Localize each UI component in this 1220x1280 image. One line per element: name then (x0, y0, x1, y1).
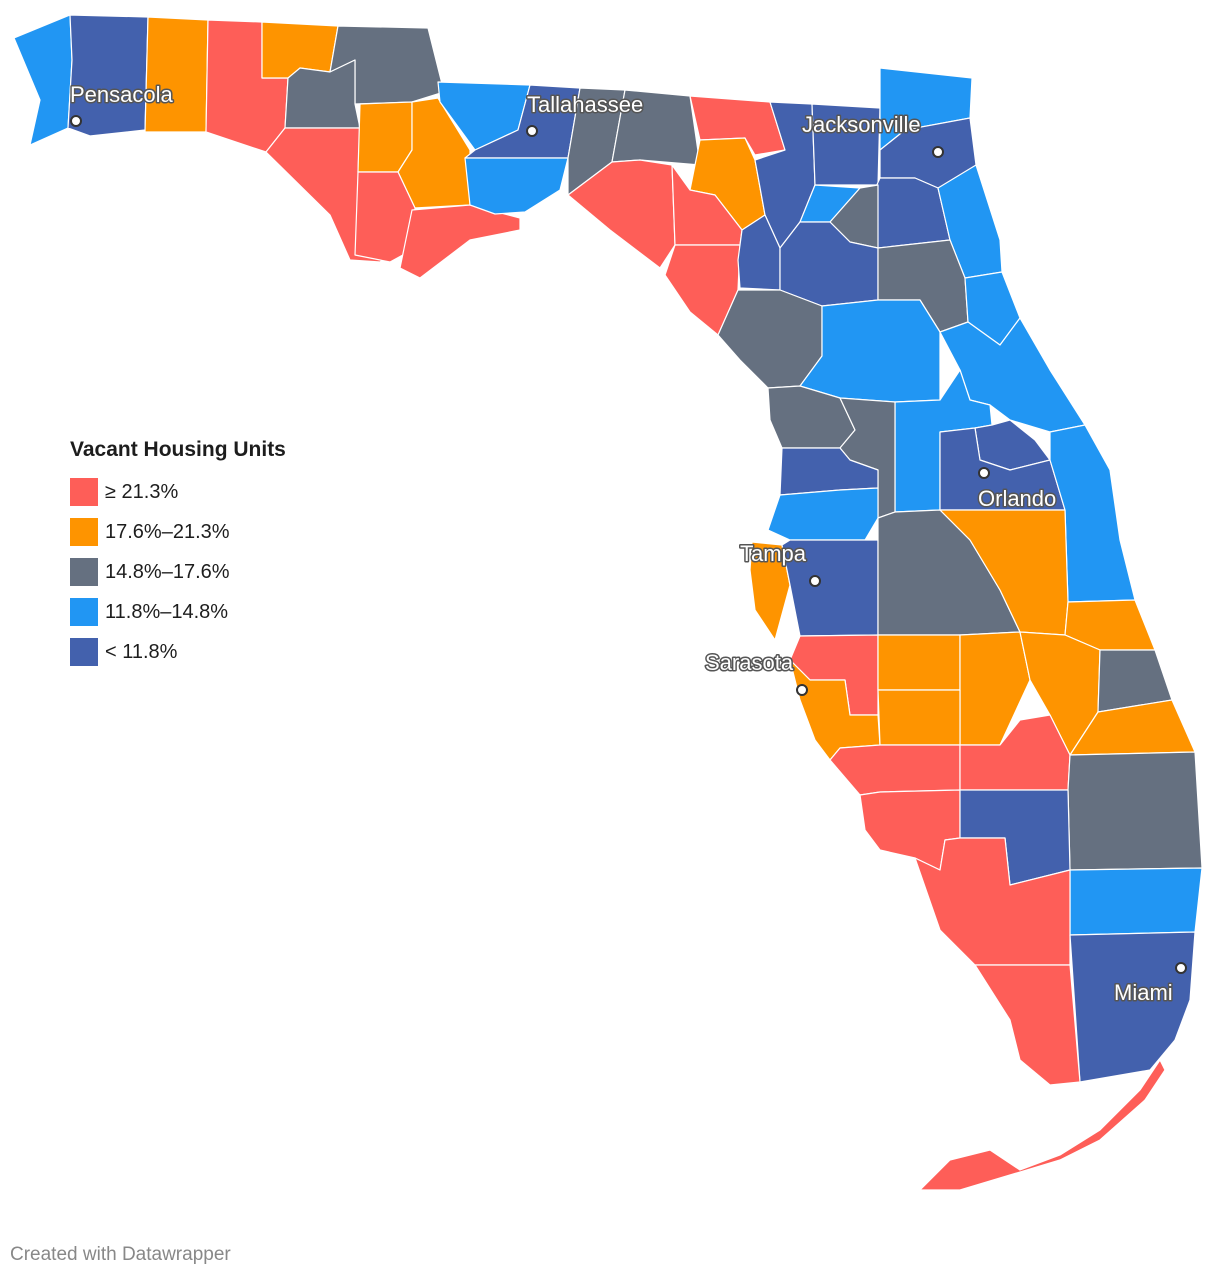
county-palm-beach[interactable] (1067, 751, 1203, 871)
legend-swatch (70, 518, 98, 546)
legend-item[interactable]: 14.8%–17.6% (70, 552, 286, 592)
county-wakulla[interactable] (464, 157, 569, 215)
county-collier[interactable] (914, 837, 1071, 966)
jacksonville-marker[interactable] (932, 146, 944, 158)
pensacola-marker[interactable] (70, 115, 82, 127)
county-desoto[interactable] (877, 689, 961, 746)
county-charlotte[interactable] (829, 744, 961, 796)
tallahassee-label: Tallahassee (527, 92, 643, 117)
legend-swatch (70, 558, 98, 586)
county-monroe-keys[interactable] (919, 1059, 1166, 1191)
legend-swatch (70, 638, 98, 666)
miami-label: Miami (1114, 980, 1173, 1005)
county-escambia[interactable] (13, 14, 73, 146)
legend-label: ≥ 21.3% (105, 480, 179, 503)
legend: Vacant Housing Units ≥ 21.3% 17.6%–21.3%… (70, 438, 286, 672)
legend-label: < 11.8% (105, 640, 178, 663)
miami-marker[interactable] (1175, 962, 1187, 974)
county-miami-dade[interactable] (1069, 931, 1196, 1083)
legend-item[interactable]: 17.6%–21.3% (70, 512, 286, 552)
orlando-marker[interactable] (978, 467, 990, 479)
legend-swatch (70, 598, 98, 626)
county-franklin[interactable] (399, 204, 521, 279)
pensacola-label: Pensacola (70, 82, 174, 107)
county-calhoun[interactable] (357, 101, 413, 173)
orlando-label: Orlando (978, 486, 1056, 511)
legend-swatch (70, 478, 98, 506)
county-broward[interactable] (1069, 867, 1203, 936)
sarasota-label: Sarasota (705, 650, 794, 675)
county-hardee[interactable] (877, 634, 961, 691)
legend-item[interactable]: < 11.8% (70, 632, 286, 672)
county-pasco[interactable] (767, 487, 879, 541)
legend-label: 17.6%–21.3% (105, 520, 230, 543)
legend-label: 14.8%–17.6% (105, 560, 230, 583)
tampa-label: Tampa (740, 541, 807, 566)
county-okaloosa[interactable] (144, 16, 209, 133)
jacksonville-label: Jacksonville (802, 112, 921, 137)
county-monroe-mainland[interactable] (974, 964, 1081, 1086)
sarasota-marker[interactable] (796, 684, 808, 696)
county-levy[interactable] (717, 289, 823, 389)
county-madison[interactable] (611, 89, 701, 166)
legend-label: 11.8%–14.8% (105, 600, 229, 623)
tampa-marker[interactable] (809, 575, 821, 587)
legend-item[interactable]: 11.8%–14.8% (70, 592, 286, 632)
tallahassee-marker[interactable] (526, 125, 538, 137)
credit-text: Created with Datawrapper (10, 1244, 231, 1265)
legend-title: Vacant Housing Units (70, 438, 286, 461)
legend-item[interactable]: ≥ 21.3% (70, 472, 286, 512)
